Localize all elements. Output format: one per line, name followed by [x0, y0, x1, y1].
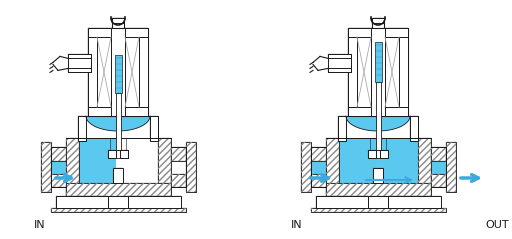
Polygon shape — [348, 37, 357, 107]
Polygon shape — [108, 150, 116, 158]
Polygon shape — [388, 196, 440, 208]
Polygon shape — [125, 37, 139, 107]
Polygon shape — [375, 82, 380, 150]
Polygon shape — [88, 28, 148, 116]
Polygon shape — [116, 93, 120, 150]
Polygon shape — [357, 37, 371, 107]
Polygon shape — [348, 28, 408, 37]
Polygon shape — [417, 138, 431, 196]
Polygon shape — [346, 116, 410, 131]
Polygon shape — [52, 159, 66, 174]
Polygon shape — [108, 150, 128, 158]
Polygon shape — [150, 116, 158, 141]
Polygon shape — [348, 28, 408, 116]
Polygon shape — [115, 55, 121, 93]
Polygon shape — [112, 18, 124, 23]
Polygon shape — [371, 28, 385, 116]
Polygon shape — [68, 54, 91, 58]
Polygon shape — [399, 37, 408, 107]
Polygon shape — [311, 159, 326, 174]
Polygon shape — [139, 37, 148, 107]
Polygon shape — [338, 116, 346, 141]
Polygon shape — [111, 28, 125, 116]
Polygon shape — [431, 159, 445, 174]
Polygon shape — [88, 107, 148, 116]
Polygon shape — [108, 196, 128, 208]
Text: IN: IN — [34, 220, 46, 230]
Polygon shape — [368, 150, 388, 158]
Polygon shape — [373, 168, 383, 183]
Polygon shape — [431, 147, 445, 161]
Polygon shape — [328, 54, 351, 72]
Polygon shape — [368, 196, 388, 208]
Polygon shape — [380, 150, 388, 158]
Polygon shape — [112, 18, 124, 28]
Polygon shape — [88, 28, 148, 37]
Polygon shape — [328, 68, 351, 72]
Polygon shape — [120, 150, 128, 158]
Polygon shape — [158, 138, 170, 196]
Polygon shape — [348, 107, 408, 116]
Polygon shape — [445, 142, 456, 192]
Polygon shape — [374, 42, 381, 82]
Polygon shape — [310, 174, 326, 187]
Polygon shape — [88, 37, 97, 107]
Polygon shape — [170, 174, 185, 187]
Polygon shape — [97, 37, 111, 107]
Polygon shape — [338, 138, 417, 183]
Polygon shape — [40, 142, 51, 192]
Polygon shape — [301, 142, 310, 192]
Text: OUT: OUT — [485, 220, 509, 230]
Polygon shape — [55, 196, 108, 208]
Polygon shape — [51, 174, 66, 187]
Polygon shape — [315, 196, 368, 208]
Polygon shape — [66, 138, 78, 196]
Polygon shape — [185, 142, 196, 192]
Polygon shape — [51, 208, 185, 212]
Polygon shape — [78, 116, 86, 141]
Polygon shape — [86, 116, 150, 131]
Polygon shape — [128, 196, 181, 208]
Polygon shape — [310, 208, 445, 212]
Polygon shape — [385, 37, 399, 107]
Polygon shape — [51, 147, 66, 161]
Polygon shape — [326, 138, 338, 196]
Polygon shape — [372, 18, 384, 23]
Polygon shape — [326, 183, 431, 196]
Polygon shape — [78, 138, 116, 183]
Polygon shape — [113, 168, 123, 183]
Polygon shape — [68, 54, 91, 72]
Text: IN: IN — [291, 220, 303, 230]
Polygon shape — [170, 147, 185, 161]
Polygon shape — [328, 54, 351, 58]
Polygon shape — [68, 68, 91, 72]
Polygon shape — [368, 150, 376, 158]
Polygon shape — [410, 116, 418, 141]
Polygon shape — [431, 174, 445, 187]
Polygon shape — [310, 147, 326, 161]
Polygon shape — [66, 183, 170, 196]
Polygon shape — [372, 18, 384, 28]
